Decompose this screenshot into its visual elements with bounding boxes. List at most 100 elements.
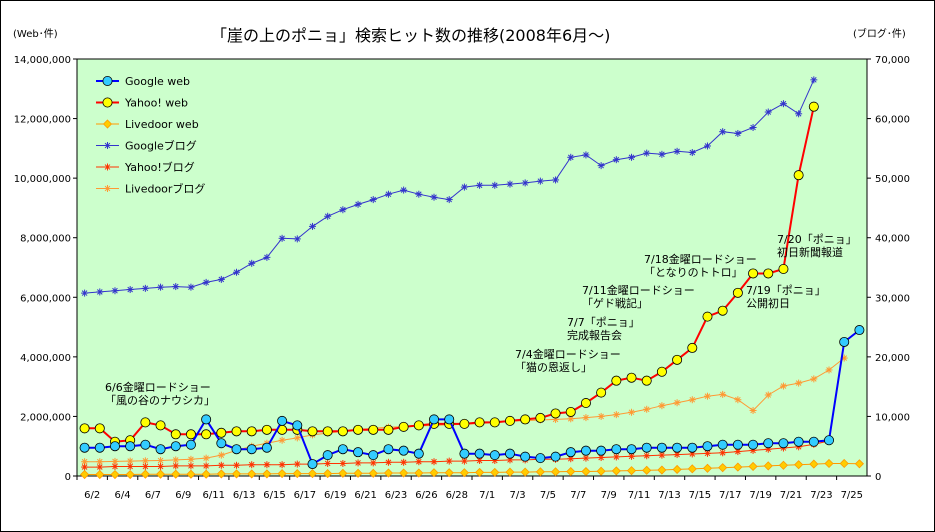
data-point [292, 469, 302, 479]
x-tick-label: 7/21 [780, 490, 802, 501]
data-point [445, 196, 453, 204]
data-point [109, 441, 120, 452]
data-point [383, 424, 394, 435]
data-point [278, 461, 286, 469]
data-point [429, 468, 439, 478]
data-point [444, 468, 454, 478]
x-tick-label: 6/2 [84, 490, 100, 501]
data-point [277, 469, 287, 479]
data-point [399, 468, 409, 478]
data-point [141, 462, 149, 470]
annotation-line: 7/7「ポニョ」 [567, 316, 640, 329]
annotation-line: 初日新聞報道 [777, 245, 843, 259]
data-point [459, 448, 470, 459]
data-point [763, 268, 774, 279]
data-point [337, 444, 348, 455]
left-y-tick-label: 10,000,000 [14, 174, 71, 185]
data-point [550, 408, 561, 419]
annotation-line: 「猫の恩返し」 [515, 361, 592, 374]
x-tick-label: 7/25 [841, 490, 863, 501]
data-point [840, 354, 848, 362]
data-point [626, 444, 637, 455]
data-point [201, 429, 212, 440]
data-point [703, 392, 711, 400]
data-point [459, 468, 469, 478]
x-tick-label: 6/23 [385, 490, 407, 501]
data-point [140, 439, 151, 450]
annotation-line: 完成報告会 [567, 328, 622, 342]
data-point [400, 458, 408, 466]
x-tick-label: 7/5 [540, 490, 556, 501]
data-point [656, 366, 667, 377]
left-axis-unit: (Web･件) [13, 28, 58, 40]
data-point [202, 454, 210, 462]
series-3 [81, 76, 818, 297]
data-point [839, 336, 850, 347]
data-point [102, 97, 113, 108]
data-point [793, 436, 804, 447]
data-point [673, 147, 681, 155]
data-point [216, 438, 227, 449]
data-point [490, 467, 500, 477]
data-point [748, 439, 759, 450]
series-2 [80, 458, 864, 480]
data-point [764, 108, 772, 116]
data-point [719, 449, 727, 457]
annotation: 7/20「ポニョ」初日新聞報道 [777, 233, 857, 259]
data-point [702, 311, 713, 322]
data-point [719, 390, 727, 398]
data-point [489, 417, 500, 428]
left-y-tick-label: 8,000,000 [20, 234, 71, 245]
data-point [597, 162, 605, 170]
data-point [732, 287, 743, 298]
data-point [323, 469, 333, 479]
right-y-tick-label: 30,000 [875, 293, 910, 304]
data-point [703, 142, 711, 150]
data-point [795, 379, 803, 387]
data-point [504, 415, 515, 426]
data-point [702, 463, 713, 473]
data-point [307, 426, 318, 437]
data-point [628, 408, 636, 416]
data-point [202, 278, 210, 286]
series-line [84, 329, 861, 466]
data-point [641, 375, 652, 386]
data-point [217, 461, 225, 469]
data-point [825, 366, 833, 374]
data-point [749, 124, 757, 132]
data-point [102, 76, 113, 87]
data-point [809, 459, 819, 469]
data-point [413, 448, 424, 459]
data-point [597, 412, 605, 420]
x-tick-label: 6/15 [263, 490, 285, 501]
data-point [748, 461, 758, 472]
data-point [489, 450, 500, 461]
data-point [322, 426, 333, 437]
right-y-tick-label: 70,000 [875, 55, 910, 66]
x-tick-label: 6/26 [415, 490, 437, 501]
data-point [582, 414, 590, 422]
data-point [626, 372, 637, 383]
data-point [854, 459, 864, 469]
data-point [102, 119, 113, 129]
data-point [140, 417, 151, 428]
data-point [430, 458, 438, 466]
data-point [110, 469, 120, 480]
data-point [248, 259, 256, 267]
data-point [248, 461, 256, 469]
data-point [460, 183, 468, 191]
data-point [506, 180, 514, 188]
data-point [596, 445, 607, 456]
x-tick-label: 6/17 [294, 490, 316, 501]
data-point [567, 153, 575, 161]
x-tick-label: 7/13 [658, 490, 680, 501]
data-point [247, 469, 257, 479]
data-point [293, 235, 301, 243]
data-point [307, 459, 318, 470]
data-point [398, 421, 409, 432]
annotation-line: 7/18金曜ロードショー [644, 252, 757, 266]
annotation-line: 6/6金曜ロードショー [105, 380, 211, 394]
data-point [338, 468, 348, 478]
legend-item: Livedoorブログ [96, 182, 205, 196]
